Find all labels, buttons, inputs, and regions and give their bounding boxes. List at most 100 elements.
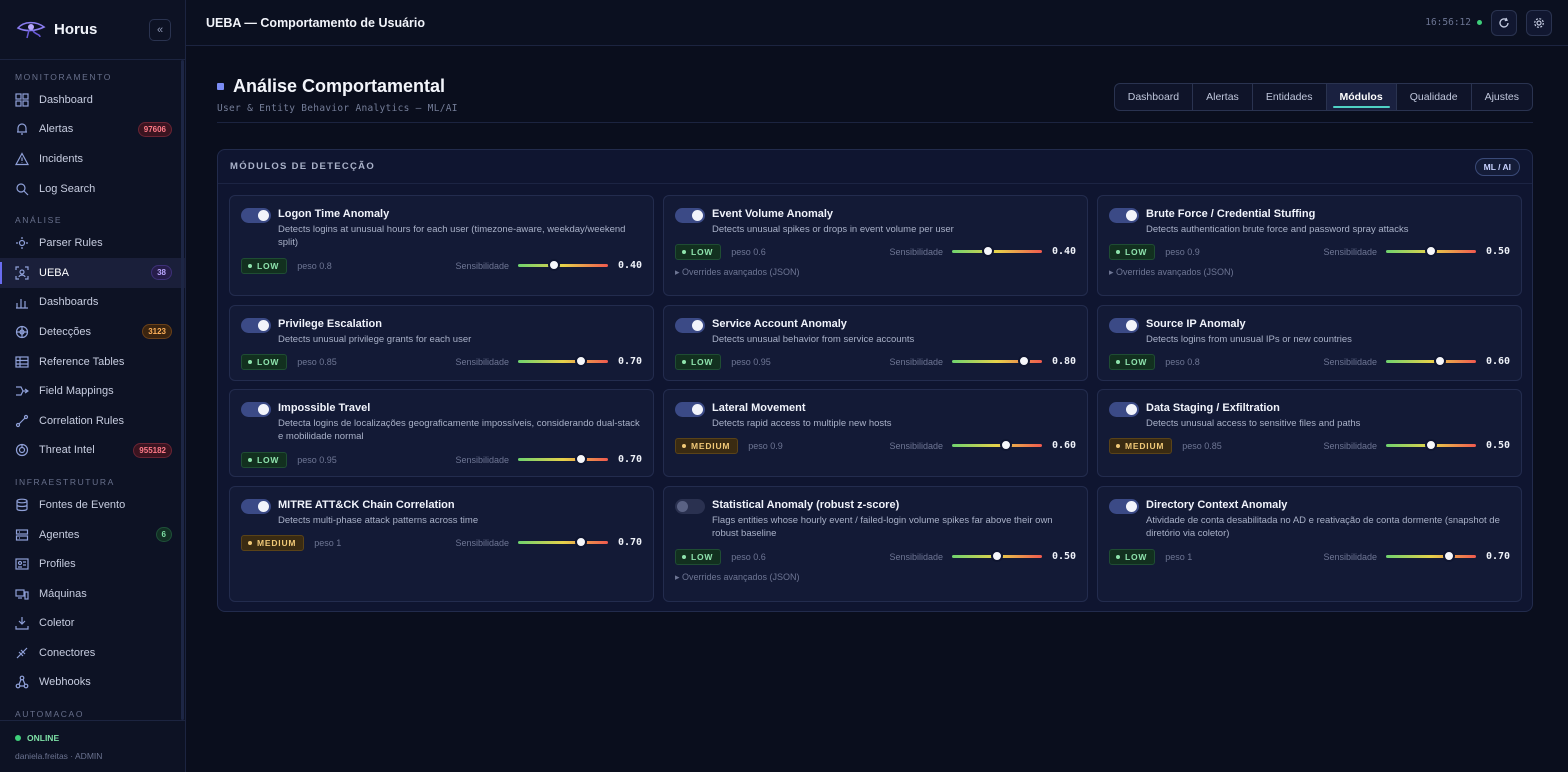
settings-button[interactable] bbox=[1526, 9, 1552, 36]
sidebar-item-ueba[interactable]: UEBA 38 bbox=[0, 257, 185, 288]
sensitivity-label: Sensibilidade bbox=[455, 260, 509, 271]
sensitivity-slider[interactable] bbox=[952, 245, 1042, 257]
ueba-icon bbox=[15, 266, 29, 280]
sidebar-item-dashboards[interactable]: Dashboards bbox=[0, 288, 185, 318]
module-toggle[interactable] bbox=[241, 499, 271, 514]
sidebar-item-dashboard[interactable]: Dashboard bbox=[0, 85, 185, 115]
sidebar-scrollbar[interactable] bbox=[181, 60, 184, 720]
tab-entidades[interactable]: Entidades bbox=[1253, 84, 1327, 110]
search-icon bbox=[16, 182, 29, 196]
sidebar-item-maquinas[interactable]: Máquinas bbox=[0, 579, 185, 609]
advanced-overrides-toggle[interactable]: ▸ Overrides avançados (JSON) bbox=[675, 572, 800, 582]
sensitivity-slider[interactable] bbox=[952, 355, 1042, 367]
sidebar: Horus « MONITORAMENTO Dashboard Alertas 976… bbox=[0, 0, 186, 772]
sidebar-item-incidents[interactable]: Incidents bbox=[0, 144, 185, 174]
sidebar-item-label: UEBA bbox=[39, 266, 69, 279]
sensitivity-slider[interactable] bbox=[1386, 355, 1476, 367]
correlation-icon bbox=[15, 414, 29, 427]
sidebar-item-coletor[interactable]: Coletor bbox=[0, 609, 185, 639]
module-card-statistical-anomaly-robust-z-score: Statistical Anomaly (robust z-score) Flag… bbox=[663, 486, 1088, 602]
module-description: Detects unusual behavior from service ac… bbox=[712, 334, 915, 345]
sidebar-item-fontes-de-evento[interactable]: Fontes de Evento bbox=[0, 490, 185, 520]
severity-badge: MEDIUM bbox=[675, 437, 739, 454]
module-toggle[interactable] bbox=[241, 318, 271, 333]
slider-thumb[interactable] bbox=[1425, 439, 1437, 451]
sensitivity-slider[interactable] bbox=[518, 355, 608, 367]
count-badge: 38 bbox=[151, 265, 172, 281]
sidebar-item-parser-rules[interactable]: Parser Rules bbox=[0, 228, 185, 258]
tab-qualidade[interactable]: Qualidade bbox=[1397, 84, 1472, 110]
toggle-knob bbox=[692, 320, 703, 331]
module-toggle[interactable] bbox=[675, 402, 705, 417]
severity-label: LOW bbox=[1125, 356, 1148, 367]
advanced-overrides-toggle[interactable]: ▸ Overrides avançados (JSON) bbox=[675, 267, 800, 277]
slider-thumb[interactable] bbox=[1443, 550, 1455, 562]
advanced-overrides-toggle[interactable]: ▸ Overrides avançados (JSON) bbox=[1109, 267, 1234, 277]
slider-thumb[interactable] bbox=[982, 245, 994, 257]
sensitivity-slider[interactable] bbox=[518, 453, 608, 465]
sidebar-item-correlation-rules[interactable]: Correlation Rules bbox=[0, 406, 185, 436]
collapse-sidebar-button[interactable]: « bbox=[149, 18, 171, 41]
sensitivity-slider[interactable] bbox=[518, 536, 608, 548]
module-controls-row: LOW peso 1 Sensibilidade 0.70 bbox=[1109, 548, 1510, 565]
sidebar-item-alertas[interactable]: Alertas 97606 bbox=[0, 115, 185, 145]
module-controls-row: LOW peso 0.9 Sensibilidade 0.50 bbox=[1109, 243, 1510, 260]
module-toggle[interactable] bbox=[1109, 318, 1139, 333]
download-icon bbox=[15, 617, 29, 630]
sidebar-item-conectores[interactable]: Conectores bbox=[0, 638, 185, 668]
sensitivity-value: 0.60 bbox=[1052, 440, 1077, 451]
slider-thumb[interactable] bbox=[991, 550, 1003, 562]
tab-modulos[interactable]: Módulos bbox=[1326, 84, 1397, 110]
count-badge: 97606 bbox=[137, 121, 172, 137]
sensitivity-slider[interactable] bbox=[1386, 439, 1476, 451]
slider-thumb[interactable] bbox=[575, 355, 587, 367]
sensitivity-slider[interactable] bbox=[518, 259, 608, 271]
module-card-privilege-escalation: Privilege Escalation Detects unusual priv… bbox=[229, 305, 654, 381]
module-weight: peso 0.95 bbox=[731, 356, 771, 367]
sidebar-item-field-mappings[interactable]: Field Mappings bbox=[0, 376, 185, 406]
sensitivity-slider[interactable] bbox=[952, 550, 1042, 562]
brand: Horus « bbox=[0, 0, 185, 60]
slider-thumb[interactable] bbox=[1434, 355, 1446, 367]
slider-thumb[interactable] bbox=[575, 536, 587, 548]
sensitivity-slider[interactable] bbox=[1386, 550, 1476, 562]
slider-thumb[interactable] bbox=[575, 453, 587, 465]
module-toggle[interactable] bbox=[241, 208, 271, 223]
sidebar-item-profiles[interactable]: Profiles bbox=[0, 549, 185, 579]
sidebar-item-reference-tables[interactable]: Reference Tables bbox=[0, 347, 185, 377]
sidebar-item-threat-intel[interactable]: Threat Intel 955182 bbox=[0, 436, 185, 466]
module-toggle[interactable] bbox=[1109, 402, 1139, 417]
sidebar-item-deteccoes[interactable]: Detecções 3123 bbox=[0, 317, 185, 347]
module-title: Source IP Anomaly bbox=[1146, 318, 1246, 330]
module-toggle[interactable] bbox=[675, 499, 705, 514]
slider-thumb[interactable] bbox=[1018, 355, 1030, 367]
sidebar-item-webhooks[interactable]: Webhooks bbox=[0, 668, 185, 698]
tab-alertas[interactable]: Alertas bbox=[1193, 84, 1253, 110]
module-toggle[interactable] bbox=[675, 208, 705, 223]
tab-ajustes[interactable]: Ajustes bbox=[1484, 91, 1519, 103]
severity-dot-icon bbox=[248, 263, 252, 268]
severity-badge: LOW bbox=[1109, 548, 1156, 565]
module-toggle[interactable] bbox=[675, 318, 705, 333]
slider-thumb[interactable] bbox=[1000, 439, 1012, 451]
tab-dashboard[interactable]: Dashboard bbox=[1115, 84, 1194, 110]
slider-thumb[interactable] bbox=[548, 259, 560, 271]
refresh-button[interactable] bbox=[1491, 9, 1517, 36]
sensitivity-slider[interactable] bbox=[1386, 245, 1476, 257]
sidebar-item-label: Field Mappings bbox=[39, 385, 114, 398]
sensitivity-value: 0.50 bbox=[1486, 440, 1511, 451]
module-title: Directory Context Anomaly bbox=[1146, 499, 1288, 511]
sensitivity-value: 0.60 bbox=[1486, 356, 1511, 367]
module-card-logon-time-anomaly: Logon Time Anomaly Detects logins at unus… bbox=[229, 195, 654, 296]
machines-icon bbox=[15, 589, 29, 600]
sidebar-item-agentes[interactable]: Agentes 6 bbox=[0, 520, 185, 550]
sensitivity-label: Sensibilidade bbox=[455, 537, 509, 548]
module-toggle[interactable] bbox=[1109, 499, 1139, 514]
severity-dot-icon bbox=[248, 359, 252, 364]
slider-thumb[interactable] bbox=[1425, 245, 1437, 257]
sensitivity-label: Sensibilidade bbox=[889, 551, 943, 562]
sensitivity-slider[interactable] bbox=[952, 439, 1042, 451]
sidebar-item-log-search[interactable]: Log Search bbox=[0, 174, 185, 204]
module-toggle[interactable] bbox=[241, 402, 271, 417]
module-toggle[interactable] bbox=[1109, 208, 1139, 223]
